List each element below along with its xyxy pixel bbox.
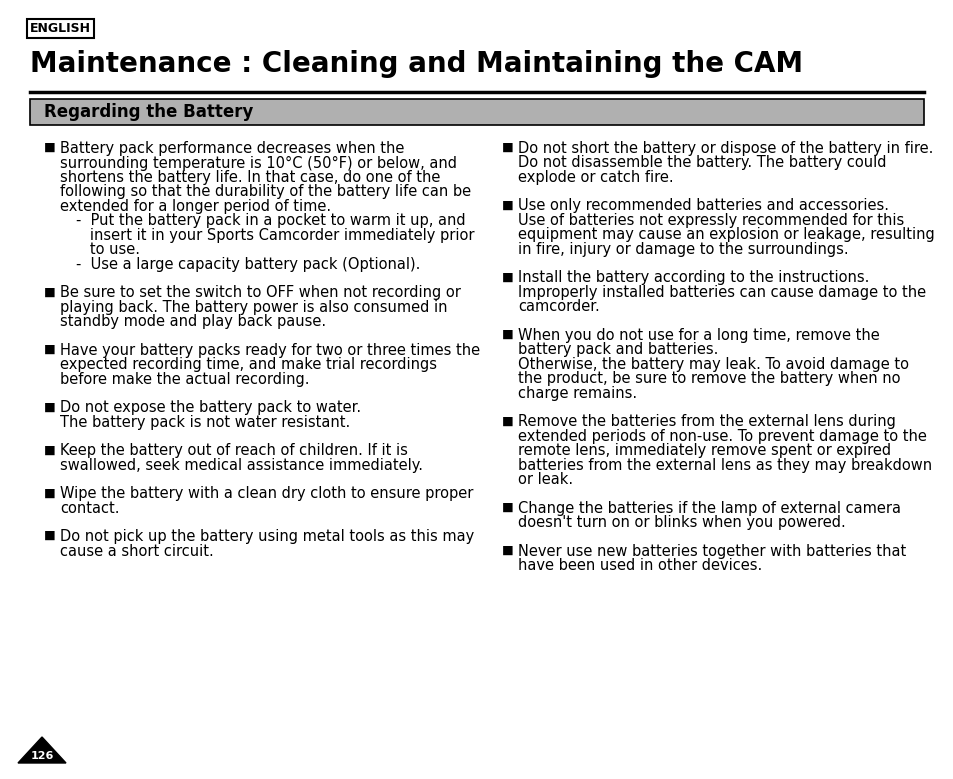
Text: ■: ■	[501, 270, 514, 284]
Polygon shape	[18, 737, 66, 763]
Text: Do not pick up the battery using metal tools as this may: Do not pick up the battery using metal t…	[60, 529, 474, 545]
Text: equipment may cause an explosion or leakage, resulting: equipment may cause an explosion or leak…	[517, 227, 934, 242]
Text: to use.: to use.	[76, 242, 140, 257]
Text: or leak.: or leak.	[517, 472, 573, 488]
Text: ■: ■	[501, 328, 514, 341]
Text: ■: ■	[44, 343, 55, 356]
Text: extended periods of non-use. To prevent damage to the: extended periods of non-use. To prevent …	[517, 429, 926, 444]
Text: following so that the durability of the battery life can be: following so that the durability of the …	[60, 185, 471, 199]
Text: ■: ■	[501, 501, 514, 514]
Text: cause a short circuit.: cause a short circuit.	[60, 544, 213, 559]
Text: ■: ■	[44, 285, 55, 298]
Text: batteries from the external lens as they may breakdown: batteries from the external lens as they…	[517, 458, 931, 473]
Text: ■: ■	[501, 199, 514, 211]
Text: Keep the battery out of reach of children. If it is: Keep the battery out of reach of childre…	[60, 443, 408, 458]
Text: ■: ■	[501, 544, 514, 557]
Text: ■: ■	[501, 141, 514, 154]
Text: ■: ■	[44, 141, 55, 154]
Text: expected recording time, and make trial recordings: expected recording time, and make trial …	[60, 358, 436, 372]
Text: charge remains.: charge remains.	[517, 386, 637, 401]
Text: battery pack and batteries.: battery pack and batteries.	[517, 343, 718, 358]
Text: When you do not use for a long time, remove the: When you do not use for a long time, rem…	[517, 328, 879, 343]
Text: contact.: contact.	[60, 501, 119, 516]
Text: -  Put the battery pack in a pocket to warm it up, and: - Put the battery pack in a pocket to wa…	[76, 213, 465, 228]
Text: surrounding temperature is 10°C (50°F) or below, and: surrounding temperature is 10°C (50°F) o…	[60, 156, 456, 171]
Text: Install the battery according to the instructions.: Install the battery according to the ins…	[517, 270, 868, 285]
Text: Wipe the battery with a clean dry cloth to ensure proper: Wipe the battery with a clean dry cloth …	[60, 486, 473, 502]
Text: playing back. The battery power is also consumed in: playing back. The battery power is also …	[60, 300, 447, 315]
Text: ■: ■	[44, 443, 55, 456]
Text: doesn't turn on or blinks when you powered.: doesn't turn on or blinks when you power…	[517, 515, 845, 530]
Text: standby mode and play back pause.: standby mode and play back pause.	[60, 315, 326, 330]
Text: have been used in other devices.: have been used in other devices.	[517, 559, 761, 573]
Text: ■: ■	[44, 486, 55, 499]
Text: Use of batteries not expressly recommended for this: Use of batteries not expressly recommend…	[517, 213, 903, 228]
Text: Otherwise, the battery may leak. To avoid damage to: Otherwise, the battery may leak. To avoi…	[517, 357, 908, 372]
Text: Battery pack performance decreases when the: Battery pack performance decreases when …	[60, 141, 404, 156]
Text: Regarding the Battery: Regarding the Battery	[44, 103, 253, 121]
Text: Do not expose the battery pack to water.: Do not expose the battery pack to water.	[60, 400, 361, 415]
Text: explode or catch fire.: explode or catch fire.	[517, 170, 673, 185]
Text: Remove the batteries from the external lens during: Remove the batteries from the external l…	[517, 414, 895, 429]
Text: Maintenance : Cleaning and Maintaining the CAM: Maintenance : Cleaning and Maintaining t…	[30, 50, 802, 78]
Text: Improperly installed batteries can cause damage to the: Improperly installed batteries can cause…	[517, 285, 925, 300]
Text: swallowed, seek medical assistance immediately.: swallowed, seek medical assistance immed…	[60, 458, 422, 473]
Text: ■: ■	[501, 414, 514, 428]
Text: in fire, injury or damage to the surroundings.: in fire, injury or damage to the surroun…	[517, 242, 848, 257]
Text: before make the actual recording.: before make the actual recording.	[60, 372, 309, 387]
Text: camcorder.: camcorder.	[517, 299, 599, 315]
Text: Be sure to set the switch to OFF when not recording or: Be sure to set the switch to OFF when no…	[60, 285, 460, 301]
Text: remote lens, immediately remove spent or expired: remote lens, immediately remove spent or…	[517, 443, 890, 458]
Text: the product, be sure to remove the battery when no: the product, be sure to remove the batte…	[517, 372, 900, 386]
Text: The battery pack is not water resistant.: The battery pack is not water resistant.	[60, 415, 350, 430]
Text: Do not disassemble the battery. The battery could: Do not disassemble the battery. The batt…	[517, 156, 885, 171]
Text: ENGLISH: ENGLISH	[30, 22, 91, 35]
Text: Do not short the battery or dispose of the battery in fire.: Do not short the battery or dispose of t…	[517, 141, 932, 156]
Text: extended for a longer period of time.: extended for a longer period of time.	[60, 199, 331, 214]
Text: ■: ■	[44, 529, 55, 542]
Text: Have your battery packs ready for two or three times the: Have your battery packs ready for two or…	[60, 343, 479, 358]
Text: Never use new batteries together with batteries that: Never use new batteries together with ba…	[517, 544, 905, 559]
Text: Change the batteries if the lamp of external camera: Change the batteries if the lamp of exte…	[517, 501, 900, 516]
Text: shortens the battery life. In that case, do one of the: shortens the battery life. In that case,…	[60, 170, 440, 185]
Text: -  Use a large capacity battery pack (Optional).: - Use a large capacity battery pack (Opt…	[76, 257, 420, 272]
Text: insert it in your Sports Camcorder immediately prior: insert it in your Sports Camcorder immed…	[76, 228, 474, 243]
Text: 126: 126	[30, 751, 53, 761]
Text: ■: ■	[44, 400, 55, 414]
Text: Use only recommended batteries and accessories.: Use only recommended batteries and acces…	[517, 199, 888, 213]
Bar	[30, 99, 923, 125]
